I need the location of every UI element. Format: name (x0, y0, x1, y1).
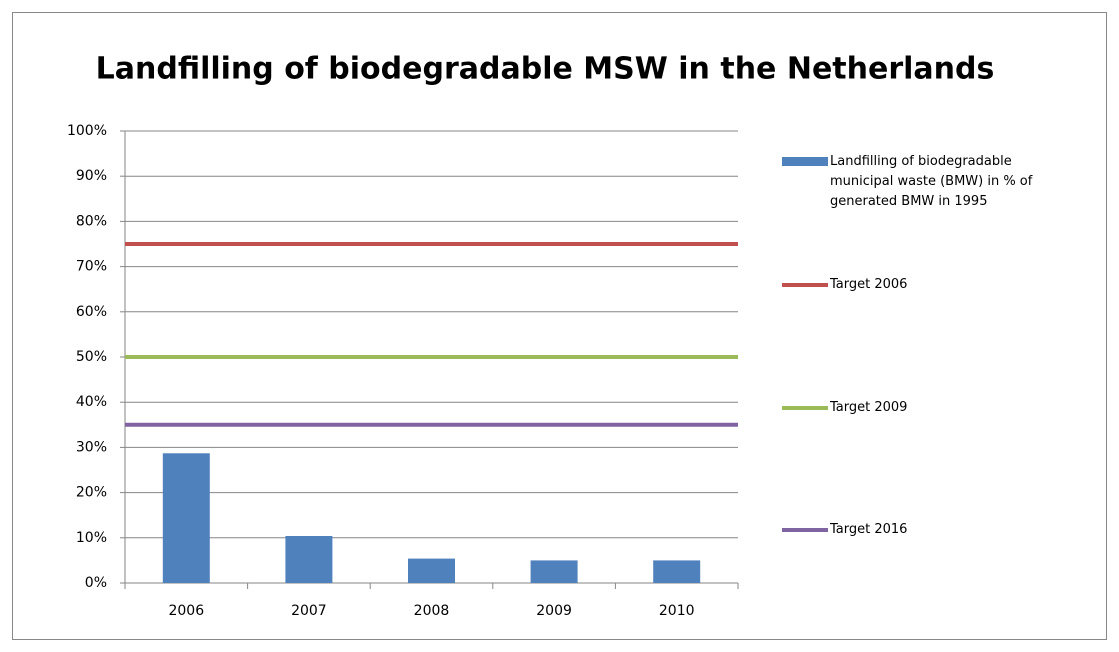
y-tick-label: 10% (76, 530, 107, 546)
x-tick-label: 2010 (659, 603, 695, 619)
y-tick-label: 30% (76, 439, 107, 455)
x-tick-label: 2009 (536, 603, 572, 619)
x-tick-label: 2007 (291, 603, 327, 619)
legend-swatch (782, 157, 828, 166)
x-tick-label: 2008 (414, 603, 450, 619)
chart-title: Landfilling of biodegradable MSW in the … (96, 52, 995, 87)
y-tick-label: 90% (76, 168, 107, 184)
y-tick-label: 50% (76, 349, 107, 365)
legend-label: Target 2009 (830, 400, 908, 415)
bar (653, 560, 701, 583)
y-tick-label: 0% (85, 575, 107, 591)
legend-label: Target 2016 (830, 522, 908, 537)
y-tick-label: 60% (76, 304, 107, 320)
y-tick-label: 80% (76, 213, 107, 229)
bar (285, 535, 333, 583)
y-tick-label: 70% (76, 259, 107, 275)
legend-label: Landfilling of biodegradable municipal w… (830, 154, 1033, 209)
bar (162, 453, 210, 583)
x-tick-label: 2006 (168, 603, 204, 619)
y-tick-label: 20% (76, 485, 107, 501)
y-tick-label: 40% (76, 394, 107, 410)
legend-label: Target 2006 (830, 277, 908, 292)
y-tick-label: 100% (67, 123, 107, 139)
bar (530, 560, 578, 583)
bar (408, 558, 455, 583)
